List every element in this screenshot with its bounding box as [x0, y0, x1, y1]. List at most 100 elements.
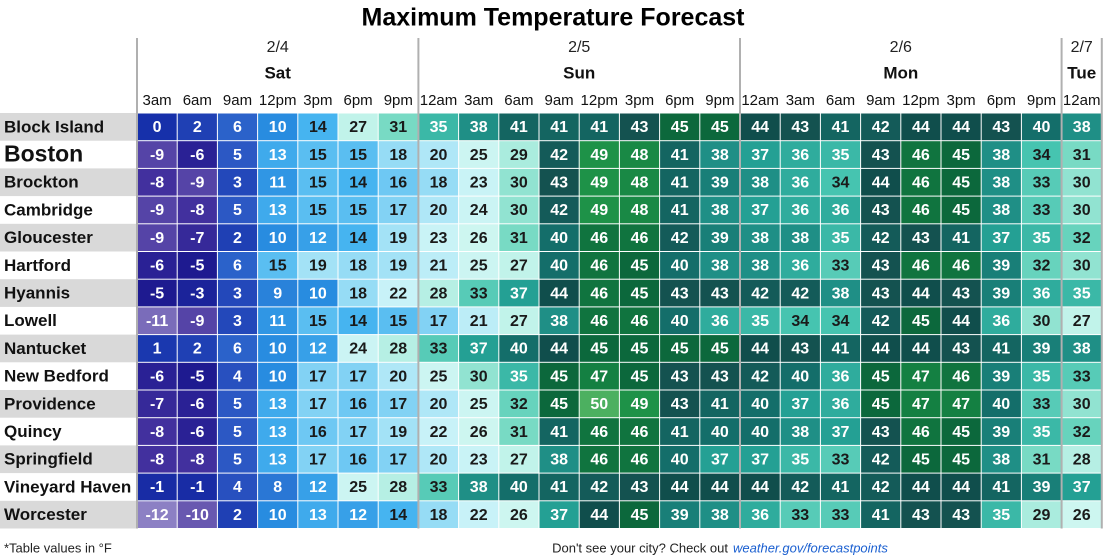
temp-cell: [901, 473, 941, 501]
temp-value: 49: [631, 396, 649, 413]
temp-cell: [861, 335, 901, 362]
temp-value: 46: [912, 174, 930, 191]
temp-cell: [740, 113, 780, 141]
temp-cell: [901, 445, 941, 473]
temp-cell: [459, 390, 499, 418]
city-label: Cambridge: [4, 200, 93, 219]
temp-value: 33: [1033, 396, 1051, 413]
temp-cell: [981, 390, 1021, 418]
temp-cell: [378, 279, 418, 307]
temp-cell: [941, 141, 981, 168]
temp-value: 33: [832, 507, 850, 524]
temp-cell: [619, 390, 660, 418]
temp-value: 5: [233, 147, 242, 164]
temp-value: 36: [992, 313, 1010, 330]
temp-value: 22: [470, 507, 488, 524]
temp-cell: [820, 113, 861, 141]
temp-value: -8: [190, 202, 204, 219]
temp-cell: [1062, 362, 1102, 390]
temp-value: 32: [1033, 258, 1051, 275]
time-label: 9am: [545, 92, 574, 109]
temp-cell: [539, 501, 579, 528]
city-band: [0, 390, 137, 418]
temp-value: 41: [671, 202, 689, 219]
temp-cell: [338, 390, 378, 418]
temp-value: 45: [952, 202, 970, 219]
temp-cell: [700, 279, 740, 307]
temp-cell: [298, 307, 338, 335]
temp-cell: [258, 168, 298, 196]
temp-cell: [740, 252, 780, 279]
temp-cell: [217, 252, 258, 279]
temp-cell: [861, 168, 901, 196]
temp-value: 38: [711, 202, 729, 219]
temp-cell: [861, 113, 901, 141]
temp-value: 43: [952, 507, 970, 524]
temp-cell: [217, 196, 258, 224]
temp-cell: [418, 141, 459, 168]
temp-value: 4: [233, 479, 242, 496]
temp-value: 43: [992, 119, 1010, 136]
city-label: Boston: [4, 141, 83, 167]
temp-value: 45: [631, 507, 649, 524]
temp-cell: [941, 501, 981, 528]
temp-cell: [418, 418, 459, 445]
temp-value: 39: [992, 258, 1010, 275]
temp-value: 37: [510, 285, 528, 302]
day-name: Mon: [883, 63, 918, 82]
temp-value: 27: [1073, 313, 1091, 330]
temp-value: 14: [309, 119, 327, 136]
temp-cell: [901, 390, 941, 418]
temp-value: 30: [510, 202, 528, 219]
temp-cell: [780, 168, 820, 196]
temp-value: 15: [269, 258, 287, 275]
temp-cell: [700, 362, 740, 390]
temp-cell: [258, 501, 298, 528]
temp-value: 17: [389, 396, 407, 413]
temp-value: 28: [389, 341, 407, 358]
temp-cell: [861, 224, 901, 251]
temp-cell: [981, 224, 1021, 251]
temp-value: 43: [872, 258, 890, 275]
temp-value: 36: [791, 202, 809, 219]
temp-value: 22: [389, 285, 407, 302]
temp-cell: [1062, 113, 1102, 141]
temp-cell: [780, 335, 820, 362]
city-label: New Bedford: [4, 367, 109, 386]
temp-value: 43: [912, 507, 930, 524]
temp-cell: [418, 390, 459, 418]
temp-value: 45: [671, 341, 689, 358]
time-label: 12pm: [902, 92, 940, 109]
temp-value: 38: [711, 507, 729, 524]
temp-cell: [459, 501, 499, 528]
temp-cell: [418, 307, 459, 335]
temp-cell: [137, 362, 177, 390]
temp-value: 46: [590, 313, 608, 330]
temp-cell: [780, 390, 820, 418]
temp-cell: [1062, 418, 1102, 445]
temp-value: 6: [233, 341, 242, 358]
temp-cell: [820, 473, 861, 501]
temp-cell: [459, 418, 499, 445]
temp-value: 44: [751, 479, 769, 496]
temp-value: 0: [153, 119, 162, 136]
temp-cell: [700, 501, 740, 528]
temp-value: 3: [233, 313, 242, 330]
city-label: Lowell: [4, 311, 57, 330]
temp-value: 33: [430, 341, 448, 358]
temp-cell: [820, 252, 861, 279]
temp-value: 40: [1033, 119, 1051, 136]
temp-value: 46: [590, 258, 608, 275]
credit-link[interactable]: weather.gov/forecastpoints: [733, 540, 888, 555]
temp-cell: [177, 224, 217, 251]
temp-cell: [780, 445, 820, 473]
temp-value: 18: [349, 285, 367, 302]
time-label: 3am: [786, 92, 815, 109]
temp-cell: [499, 445, 539, 473]
temp-value: 5: [233, 451, 242, 468]
city-label: Worcester: [4, 505, 87, 524]
temp-value: 45: [550, 396, 568, 413]
temp-cell: [579, 113, 619, 141]
time-label: 6am: [826, 92, 855, 109]
temp-value: 36: [711, 313, 729, 330]
